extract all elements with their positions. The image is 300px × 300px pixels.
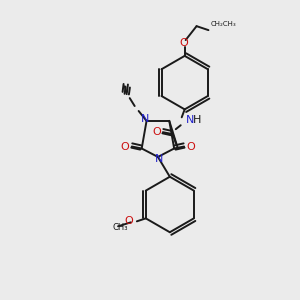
Text: O: O xyxy=(179,38,188,48)
Text: O: O xyxy=(121,142,129,152)
Text: O: O xyxy=(187,142,195,152)
Text: CH₃: CH₃ xyxy=(112,223,128,232)
Text: O: O xyxy=(124,216,133,226)
Text: H: H xyxy=(193,115,201,125)
Text: O: O xyxy=(153,127,161,137)
Text: N: N xyxy=(140,114,149,124)
Text: N: N xyxy=(155,154,163,164)
Text: N: N xyxy=(186,115,194,125)
Text: CH₂CH₃: CH₂CH₃ xyxy=(210,21,236,27)
